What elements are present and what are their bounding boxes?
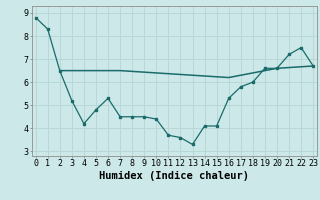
X-axis label: Humidex (Indice chaleur): Humidex (Indice chaleur) [100,171,249,181]
